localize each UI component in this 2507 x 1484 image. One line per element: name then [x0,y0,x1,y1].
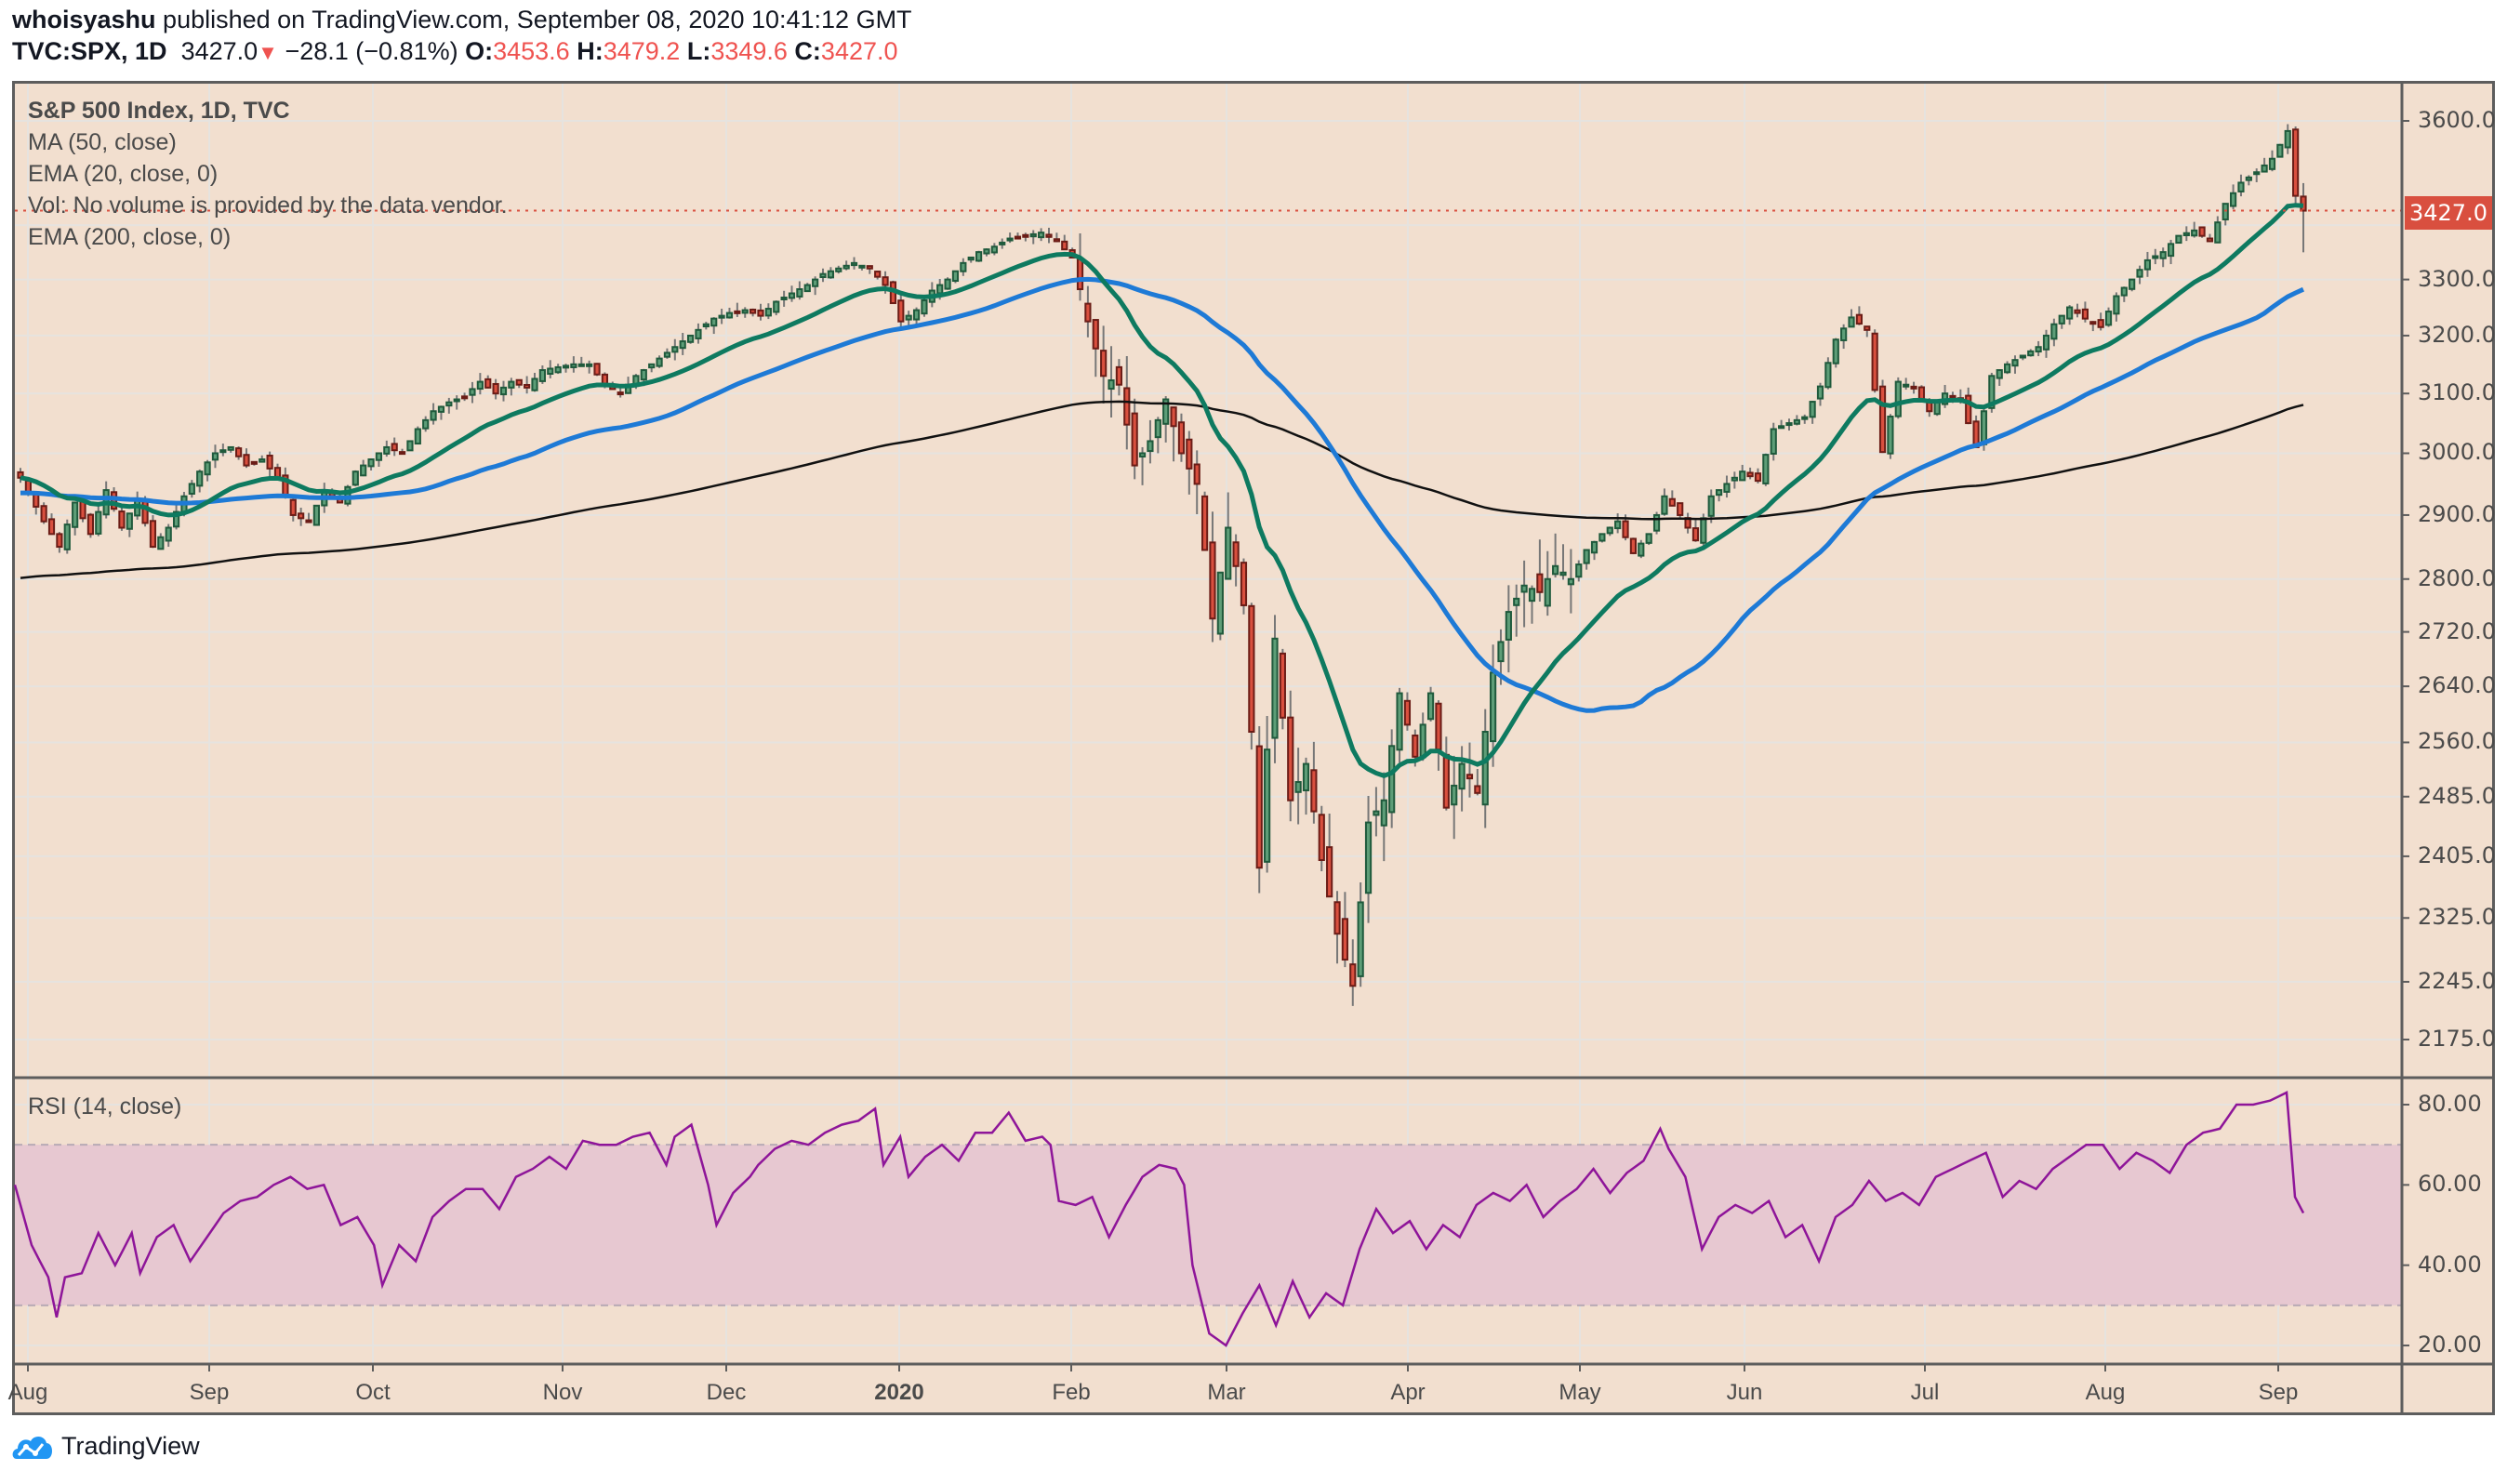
author-name[interactable]: whoisyashu [12,6,156,33]
price-tick-label: 2800.0 [2418,564,2496,591]
price-tick-label: 2720.0 [2418,617,2496,644]
price-tick-label: 3100.0 [2418,379,2496,406]
time-tick-label: Dec [706,1380,747,1405]
high-label: H: [577,37,604,65]
price-tick-label: 2175.0 [2418,1026,2496,1052]
price-tick-label: 2560.0 [2418,728,2496,755]
price-tick-label: 2900.0 [2418,500,2496,527]
legend-ema200[interactable]: EMA (200, close, 0) [28,224,232,250]
time-tick-label: Mar [1207,1380,1246,1405]
open-label: O: [465,37,494,65]
legend-ma50[interactable]: MA (50, close) [28,129,177,155]
price-tick-label: 2245.0 [2418,967,2496,994]
symbol-label: TVC:SPX, 1D [12,37,167,65]
time-tick-label: Feb [1052,1380,1091,1405]
time-tick-label: Apr [1390,1380,1426,1405]
time-tick-label: May [1559,1380,1601,1405]
rsi-tick-label: 20.00 [2418,1332,2482,1358]
tradingview-cloud-icon [12,1436,52,1459]
time-tick-label: Oct [355,1380,391,1405]
indicator-legend: S&P 500 Index, 1D, TVC MA (50, close) EM… [28,95,508,253]
time-tick-label: Sep [2258,1380,2299,1405]
price-tick-label: 2325.0 [2418,904,2496,931]
close-label: C: [794,37,821,65]
last-price: 3427.0 [180,37,259,65]
time-tick-label: Sep [189,1380,230,1405]
legend-volume[interactable]: Vol: No volume is provided by the data v… [28,192,508,219]
time-tick-label: 2020 [874,1380,924,1405]
brand-name: TradingView [61,1432,200,1460]
legend-title[interactable]: S&P 500 Index, 1D, TVC [28,98,290,124]
price-tick-label: 2405.0 [2418,841,2496,868]
open-value: 3453.6 [493,37,570,65]
close-value: 3427.0 [820,37,898,65]
price-tick-label: 3000.0 [2418,439,2496,466]
time-tick-label: Jun [1726,1380,1763,1405]
ohlc-bar: TVC:SPX, 1D 3427.0▼ −28.1 (−0.81%) O:345… [12,37,898,66]
price-tick-label: 3200.0 [2418,321,2496,348]
time-tick-label: Nov [542,1380,583,1405]
rsi-tick-label: 80.00 [2418,1091,2482,1117]
low-value: 3349.6 [710,37,788,65]
time-tick-label: Aug [2085,1380,2126,1405]
rsi-tick-label: 40.00 [2418,1251,2482,1278]
rsi-tick-label: 60.00 [2418,1171,2482,1198]
price-tick-label: 3300.0 [2418,265,2496,292]
low-label: L: [686,37,711,65]
tradingview-brand[interactable]: TradingView [11,1432,200,1461]
high-value: 3479.2 [603,37,681,65]
triangle-down-icon: ▼ [258,41,278,64]
last-price-badge: 3427.0 [2405,196,2492,230]
publish-info: whoisyashu published on TradingView.com,… [12,6,912,34]
time-tick-label: Aug [7,1380,48,1405]
time-tick-label: Jul [1910,1380,1940,1405]
publish-text: published on TradingView.com, September … [155,6,912,33]
legend-ema20[interactable]: EMA (20, close, 0) [28,161,219,187]
legend-rsi[interactable]: RSI (14, close) [28,1093,182,1120]
price-tick-label: 2640.0 [2418,672,2496,699]
price-tick-label: 2485.0 [2418,782,2496,809]
price-tick-label: 3600.0 [2418,107,2496,133]
price-change: −28.1 (−0.81%) [285,37,458,65]
